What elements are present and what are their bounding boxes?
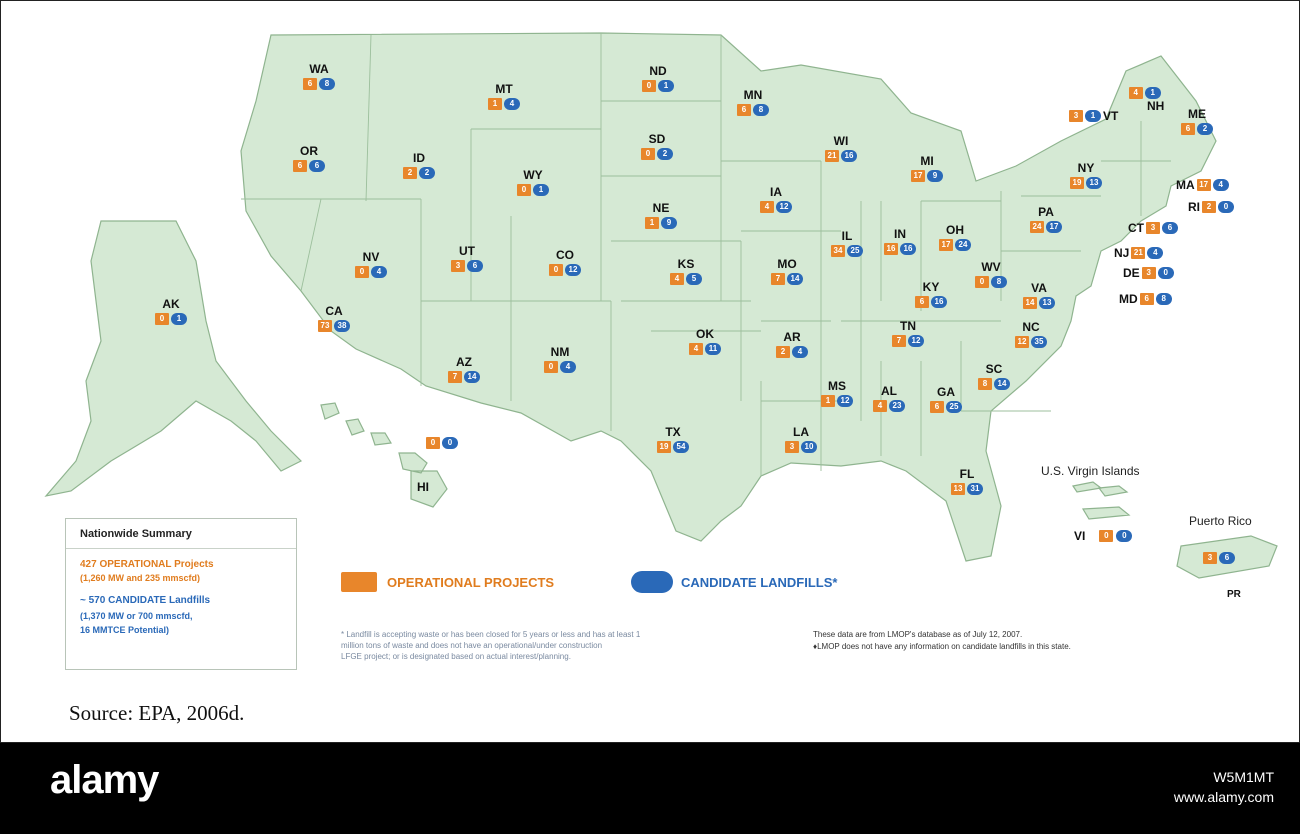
alamy-logo: alamy: [50, 758, 159, 802]
state-label: UT 3 6: [451, 244, 483, 272]
legend-candidate-swatch: [631, 571, 673, 593]
puerto-rico-label: Puerto Rico: [1189, 514, 1252, 528]
state-label: OH 17 24: [939, 223, 971, 251]
state-label: AK 0 1: [155, 297, 187, 325]
state-label-vt: 3 1 VT: [1069, 109, 1118, 123]
state-abbr-hi: HI: [417, 480, 429, 494]
state-label: NE 1 9: [645, 201, 677, 229]
state-label: IA 4 12: [760, 185, 792, 213]
footnote: * Landfill is accepting waste or has bee…: [341, 630, 641, 661]
legend-operational-label: OPERATIONAL PROJECTS: [387, 575, 555, 590]
map-figure: WA 6 8 OR 6 6 CA 73 38 AK 0 1 ID 2 2 NV 0 4 MT 1 4 WY 0…: [0, 0, 1300, 743]
state-label: WA 6 8: [303, 62, 335, 90]
summary-title: Nationwide Summary: [66, 519, 296, 549]
state-label: NC 12 35: [1015, 320, 1047, 348]
state-label: MT 1 4: [488, 82, 520, 110]
nationwide-summary: Nationwide Summary 427 OPERATIONAL Proje…: [65, 518, 297, 670]
state-label: WY 0 1: [517, 168, 549, 196]
summary-operational-detail: (1,260 MW and 235 mmscfd): [80, 573, 201, 583]
state-label: CO 0 12: [549, 248, 581, 276]
state-label: ME 6 2: [1181, 107, 1213, 135]
state-label: NM 0 4: [544, 345, 576, 373]
summary-candidate-detail: (1,370 MW or 700 mmscfd, 16 MMTCE Potent…: [80, 611, 193, 635]
state-label: AZ 7 14: [448, 355, 480, 383]
state-label: TX 19 54: [657, 425, 689, 453]
state-label: SD 0 2: [641, 132, 673, 160]
state-label-de: DE 3 0: [1123, 266, 1174, 280]
state-label: MS 1 12: [821, 379, 853, 407]
summary-operational: 427 OPERATIONAL Projects: [80, 559, 214, 570]
state-label: NY 19 13: [1070, 161, 1102, 189]
watermark-bar: alamy W5M1MT www.alamy.com: [0, 743, 1300, 834]
state-label: VA 14 13: [1023, 281, 1055, 309]
usvi-label: U.S. Virgin Islands: [1041, 464, 1140, 478]
state-label-ct: CT 3 6: [1128, 221, 1178, 235]
summary-candidate: ~ 570 CANDIDATE Landfills: [80, 595, 211, 606]
state-abbr-pr: PR: [1227, 589, 1241, 600]
alaska-shape: [44, 220, 303, 497]
state-label: MN 6 8: [737, 88, 769, 116]
state-label-ri: RI 2 0: [1188, 200, 1234, 214]
state-label: WI 21 16: [825, 134, 857, 162]
data-note: These data are from LMOP's database as o…: [813, 630, 1071, 651]
state-label: LA 3 10: [785, 425, 817, 453]
state-label: AR 2 4: [776, 330, 808, 358]
state-label-ma: MA 17 4: [1176, 178, 1229, 192]
state-label: NV 0 4: [355, 250, 387, 278]
state-label: TN 7 12: [892, 319, 924, 347]
legend-operational-swatch: [341, 572, 377, 592]
state-label: KY 6 16: [915, 280, 947, 308]
state-label-vi: VI 0 0: [1074, 529, 1133, 543]
contiguous-us-shape: [240, 32, 1217, 562]
state-label: FL 13 31: [951, 467, 983, 495]
legend-candidate-label: CANDIDATE LANDFILLS*: [681, 575, 838, 590]
state-label: CA 73 38: [318, 304, 350, 332]
state-label: GA 6 25: [930, 385, 962, 413]
state-label-nh: 4 1 NH: [1125, 85, 1164, 113]
state-label-nj: NJ 21 4: [1114, 246, 1164, 260]
state-label: PA 24 17: [1030, 205, 1062, 233]
image-id: W5M1MT www.alamy.com: [1173, 769, 1274, 805]
state-label: AL 4 23: [873, 384, 905, 412]
state-label: ND 0 1: [642, 64, 674, 92]
state-label-md: MD 6 8: [1119, 292, 1172, 306]
state-label: KS 4 5: [670, 257, 702, 285]
hawaii-shape: [320, 402, 448, 508]
state-label: MO 7 14: [771, 257, 803, 285]
source-caption: Source: EPA, 2006d.: [69, 701, 245, 725]
state-label: SC 8 14: [978, 362, 1010, 390]
state-label: OR 6 6: [293, 144, 325, 172]
state-label: IN 16 16: [884, 227, 916, 255]
state-label: WV 0 8: [975, 260, 1007, 288]
usvi-shape: [1072, 481, 1131, 520]
state-label: MI 17 9: [911, 154, 943, 182]
state-label: IL 34 25: [831, 229, 863, 257]
state-label: OK 4 11: [689, 327, 721, 355]
state-label: ID 2 2: [403, 151, 435, 179]
us-map-shapes: [44, 32, 1278, 579]
